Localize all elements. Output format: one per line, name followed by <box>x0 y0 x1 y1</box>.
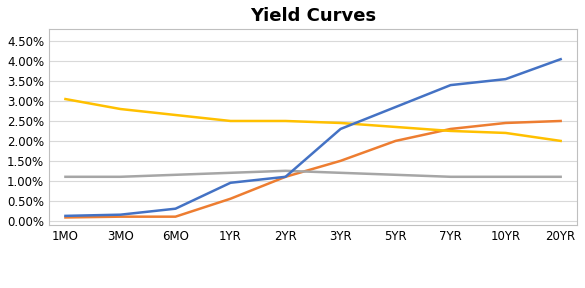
Inverted <box>62 97 69 101</box>
Inverted <box>172 113 179 117</box>
Flat (Humped) <box>227 171 234 175</box>
Flat (Humped) <box>392 173 399 177</box>
Flat (Humped) <box>502 175 509 179</box>
Normal <box>62 216 69 219</box>
Line: Inverted: Inverted <box>66 99 560 141</box>
Inverted <box>557 139 564 143</box>
Normal <box>117 215 124 218</box>
Inverted <box>227 119 234 123</box>
Inverted <box>117 107 124 111</box>
Steep <box>62 214 69 218</box>
Line: Flat (Humped): Flat (Humped) <box>66 171 560 177</box>
Inverted <box>337 121 344 125</box>
Inverted <box>392 125 399 129</box>
Steep <box>557 57 564 61</box>
Normal <box>447 127 454 131</box>
Steep <box>337 127 344 131</box>
Steep <box>172 207 179 211</box>
Inverted <box>282 119 289 123</box>
Steep <box>392 105 399 109</box>
Flat (Humped) <box>117 175 124 179</box>
Normal <box>392 139 399 143</box>
Normal <box>337 159 344 163</box>
Line: Normal: Normal <box>66 121 560 217</box>
Normal <box>502 121 509 125</box>
Line: Steep: Steep <box>66 59 560 216</box>
Flat (Humped) <box>557 175 564 179</box>
Steep <box>117 213 124 216</box>
Normal <box>282 175 289 179</box>
Steep <box>502 77 509 81</box>
Flat (Humped) <box>172 173 179 177</box>
Inverted <box>447 129 454 133</box>
Title: Yield Curves: Yield Curves <box>250 7 376 25</box>
Normal <box>227 197 234 200</box>
Steep <box>227 181 234 185</box>
Flat (Humped) <box>62 175 69 179</box>
Steep <box>282 175 289 179</box>
Normal <box>172 215 179 218</box>
Legend: Normal, Flat (Humped), Inverted, Steep: Normal, Flat (Humped), Inverted, Steep <box>104 285 522 288</box>
Steep <box>447 83 454 87</box>
Flat (Humped) <box>337 171 344 175</box>
Flat (Humped) <box>447 175 454 179</box>
Inverted <box>502 131 509 135</box>
Flat (Humped) <box>282 169 289 173</box>
Normal <box>557 119 564 123</box>
